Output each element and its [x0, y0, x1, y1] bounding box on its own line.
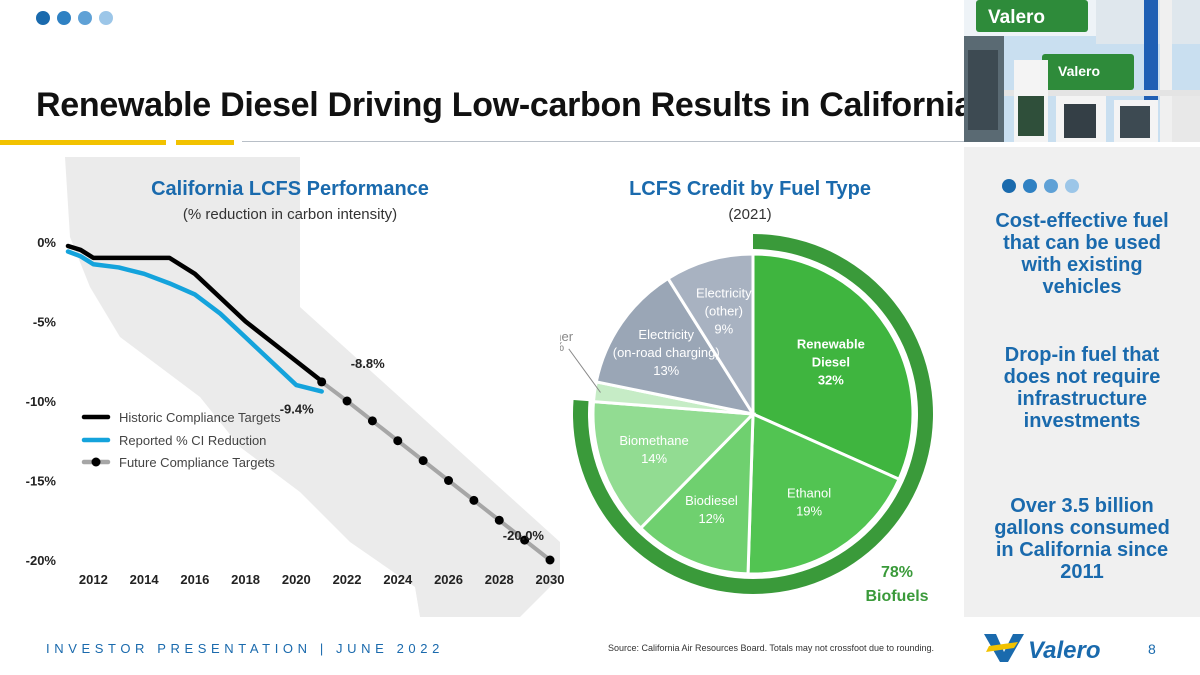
x-tick-label: 2030 — [536, 572, 565, 587]
x-tick-label: 2018 — [231, 572, 260, 587]
footer-presentation-label: INVESTOR PRESENTATION | JUNE 2022 — [46, 641, 444, 656]
y-tick-label: -15% — [26, 474, 57, 489]
pie-slice — [751, 252, 915, 482]
future-target-point — [393, 436, 403, 446]
gas-station-photo: Valero Valero — [964, 0, 1200, 142]
slide-title: Renewable Diesel Driving Low-carbon Resu… — [36, 86, 973, 124]
dot — [1065, 179, 1079, 193]
future-target-point — [367, 416, 377, 426]
side-point-1: Cost-effective fuel that can be used wit… — [995, 210, 1169, 298]
pie-slice-pct: 32% — [818, 372, 844, 387]
lcfs-line-chart: 0% -5% -10% -15% -20% 2012 2014 2016 2018 2020 20… — [26, 235, 565, 587]
y-tick-label: -10% — [26, 394, 57, 409]
title-rule-yellow-1 — [0, 140, 166, 145]
side-point-3: Over 3.5 billion gallons consumed in Cal… — [994, 495, 1170, 583]
x-tick-label: 2024 — [383, 572, 413, 587]
y-tick-label: -20% — [26, 553, 57, 568]
lcfs-chart-subtitle: (% reduction in carbon intensity) — [182, 206, 398, 223]
future-target-point — [469, 495, 479, 505]
footer-source-note: Source: California Air Resources Board. … — [608, 643, 935, 653]
dot — [1023, 179, 1037, 193]
sign-text-2: Valero — [1058, 63, 1100, 79]
future-target-point — [520, 535, 530, 545]
pie-slice-pct: 9% — [714, 322, 733, 337]
pie-chart-subtitle: (2021) — [728, 206, 772, 223]
pie-slice — [591, 399, 757, 531]
x-tick-label: 2022 — [333, 572, 362, 587]
decorative-dots-top — [36, 11, 113, 25]
legend-label: Historic Compliance Targets — [119, 410, 281, 425]
valero-logo: Valero — [984, 634, 1100, 664]
lcfs-pie-chart: Renewable Diesel 32% Ethanol 19% Biodiesel 12%… — [560, 234, 933, 605]
pie-slice-label: Other — [560, 329, 574, 344]
page-number: 8 — [1148, 641, 1156, 657]
pie-slice-label: (on-road charging) — [613, 345, 720, 360]
pie-slice-label: Renewable — [797, 336, 865, 351]
future-target-point — [545, 555, 555, 565]
x-tick-label: 2020 — [282, 572, 311, 587]
pie-slice-pct: 14% — [641, 451, 667, 466]
sign-text-1: Valero — [988, 7, 1045, 28]
gas-station-illustration: Valero Valero — [964, 0, 1200, 142]
pie-slice — [594, 276, 757, 417]
legend-label: Future Compliance Targets — [119, 455, 275, 470]
future-target-point — [494, 515, 504, 525]
lcfs-chart-title: California LCFS Performance — [151, 178, 429, 200]
biofuels-total-label: Biofuels — [865, 588, 928, 605]
decorative-dots-side — [1002, 179, 1079, 193]
y-tick-label: 0% — [37, 235, 56, 250]
pie-slice-pct: 19% — [796, 503, 822, 518]
reported-reduction-line — [65, 249, 324, 394]
future-targets-line — [319, 379, 552, 562]
pie-slice-label: Ethanol — [787, 485, 831, 500]
historic-targets-line — [65, 243, 324, 384]
pie-chart-title: LCFS Credit by Fuel Type — [629, 178, 871, 200]
pie-slice-pct: 13% — [653, 363, 679, 378]
x-tick-label: 2028 — [485, 572, 514, 587]
x-tick-label: 2012 — [79, 572, 108, 587]
pie-slice-label: (other) — [705, 304, 743, 319]
biofuels-total-pct: 78% — [881, 564, 913, 581]
dot — [78, 11, 92, 25]
pie-slice-pct: 12% — [698, 511, 724, 526]
dot — [99, 11, 113, 25]
data-label: -20.0% — [503, 528, 545, 543]
y-tick-label: -5% — [33, 315, 57, 330]
dot — [36, 11, 50, 25]
future-target-point — [418, 456, 428, 466]
future-target-point — [342, 396, 352, 406]
title-rule-grey — [242, 141, 964, 142]
pie-slice-pct: 2% — [560, 339, 565, 354]
dot — [1002, 179, 1016, 193]
dot — [57, 11, 71, 25]
pie-slice-label: Diesel — [812, 354, 850, 369]
logo-text: Valero — [1028, 637, 1100, 664]
x-tick-label: 2026 — [434, 572, 463, 587]
side-point-2: Drop-in fuel that does not require infra… — [1003, 344, 1161, 432]
data-label: -8.8% — [351, 356, 385, 371]
pie-slice — [638, 410, 755, 576]
side-panel: Cost-effective fuel that can be used wit… — [964, 147, 1200, 617]
x-tick-label: 2016 — [180, 572, 209, 587]
pie-slice — [665, 252, 755, 420]
pie-slice — [746, 411, 902, 576]
pie-slice-label: Electricity — [696, 286, 752, 301]
title-rule-yellow-2 — [176, 140, 234, 145]
x-tick-label: 2014 — [130, 572, 160, 587]
pie-slice-label: Electricity — [638, 327, 694, 342]
future-target-point — [444, 476, 454, 485]
dot — [1044, 179, 1058, 193]
leader-line — [568, 348, 601, 393]
legend-marker — [91, 457, 101, 467]
legend-label: Reported % CI Reduction — [119, 433, 266, 448]
pie-slice-label: Biodiesel — [685, 493, 738, 508]
pie-slice-label: Biomethane — [619, 433, 688, 448]
data-label: -9.4% — [280, 401, 314, 416]
